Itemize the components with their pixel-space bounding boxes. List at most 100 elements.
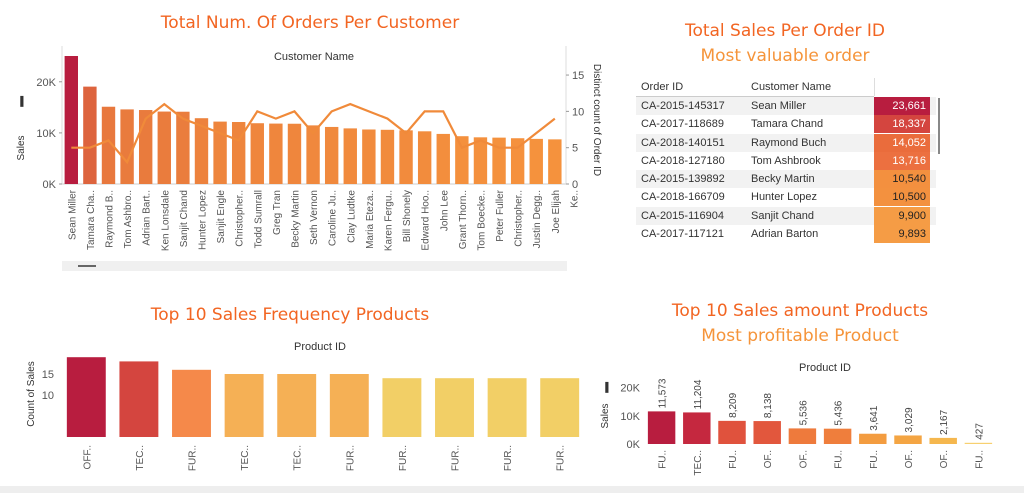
order-sales-cell: 9,900 xyxy=(874,206,930,225)
customer-name-label: Tamara Cha.. xyxy=(86,190,97,250)
amount-data-label: 3,029 xyxy=(904,407,915,432)
order-id-cell: CA-2017-117121 xyxy=(641,228,724,241)
amount-data-label: 8,209 xyxy=(728,392,739,417)
amount-product-label: FU.. xyxy=(869,450,880,469)
freq-product-label: TEC.. xyxy=(293,445,304,471)
amount-chart-subtitle: Most profitable Product xyxy=(701,326,899,346)
amount-bar xyxy=(753,421,781,444)
customer-name-label: Raymond B.. xyxy=(104,190,115,248)
customer-sales-bar xyxy=(250,123,264,184)
freq-tick: 15 xyxy=(42,369,54,381)
customer-name-label: Tom Boecke.. xyxy=(476,190,487,251)
customer-sales-bar xyxy=(287,123,302,184)
amount-product-label: FU.. xyxy=(834,450,845,469)
freq-product-label: FUR.. xyxy=(345,445,356,471)
freq-product-label: FUR.. xyxy=(556,445,567,471)
amount-bar xyxy=(647,411,676,444)
bottom-status-strip xyxy=(0,486,1024,493)
amount-tick: 0K xyxy=(627,439,641,451)
amount-bar xyxy=(964,442,993,444)
amount-bar xyxy=(929,437,957,444)
customer-name-label: Todd Sumrall xyxy=(253,190,264,248)
amount-data-label: 5,436 xyxy=(834,400,845,425)
amount-bar-chart[interactable]: Sales 0K 10K 20K ▐ 11,573 11,204 8,209 8,138 5,… xyxy=(594,374,1014,486)
customers-bar-line-chart[interactable]: Sales Distinct count of Order ID Sean Mi… xyxy=(0,40,608,280)
order-sales-cell: 14,052 xyxy=(874,133,930,152)
customer-name-label: Sean Miller xyxy=(67,189,78,240)
customer-sales-bar xyxy=(194,118,209,184)
customer-name-label: Adrian Bart.. xyxy=(142,190,153,246)
orders-table-row[interactable]: CA-2018-127180 Tom Ashbrook 13,716 xyxy=(636,151,936,171)
freq-bar xyxy=(382,378,422,437)
freq-bar xyxy=(277,374,317,437)
sort-icon: ▐ xyxy=(17,95,24,107)
orders-table-subtitle: Most valuable order xyxy=(700,46,870,66)
orders-table-scrollbar[interactable] xyxy=(938,98,940,154)
order-id-cell: CA-2017-118689 xyxy=(641,118,724,131)
customer-name-cell: Raymond Buch xyxy=(751,136,827,149)
amount-data-label: 2,167 xyxy=(939,409,950,434)
customer-name-cell: Tamara Chand xyxy=(751,118,824,131)
orders-table-row[interactable]: CA-2017-118689 Tamara Chand 18,337 xyxy=(636,115,936,134)
customer-name-label: Edward Hoo.. xyxy=(421,190,432,251)
customer-name-label: Greg Tran xyxy=(272,190,283,235)
customer-sales-bar xyxy=(492,137,506,184)
amount-bar xyxy=(859,433,887,444)
customer-sales-bar xyxy=(529,138,543,184)
customers-right-tick: 10 xyxy=(572,106,584,118)
order-id-cell: CA-2018-140151 xyxy=(641,136,725,149)
customer-name-label: Grant Thorn.. xyxy=(458,190,469,249)
amount-ylabel: Sales xyxy=(600,403,611,428)
customer-name-label: Christopher.. xyxy=(235,190,246,247)
freq-chart-header: Product ID xyxy=(294,341,346,353)
orders-table-row[interactable]: CA-2018-166709 Hunter Lopez 10,500 xyxy=(636,188,936,207)
amount-chart-header: Product ID xyxy=(799,362,851,374)
customer-sales-bar xyxy=(548,139,562,184)
customers-left-tick: 0K xyxy=(43,179,57,191)
customer-sales-bar xyxy=(324,126,339,184)
sort-icon: ▐ xyxy=(602,381,609,393)
customer-sales-bar xyxy=(120,109,134,184)
customer-name-label: Joe Elijah xyxy=(551,190,562,233)
freq-product-label: FUR.. xyxy=(188,445,199,471)
customer-name-label: Sanjit Engle xyxy=(216,190,227,244)
freq-bar xyxy=(119,361,159,437)
customer-sales-bar xyxy=(83,86,97,184)
freq-bar-chart[interactable]: Count of Sales 10 15 OFF.. TEC.. FUR.. TEC..… xyxy=(0,352,590,482)
orders-table-row[interactable]: CA-2015-116904 Sanjit Chand 9,900 xyxy=(636,206,936,226)
customers-right-tick: 15 xyxy=(572,70,584,82)
customer-sales-bar xyxy=(399,130,413,184)
amount-product-label: FU.. xyxy=(974,450,985,469)
amount-product-label: FU.. xyxy=(658,450,669,469)
customers-scrollbar[interactable] xyxy=(62,261,567,271)
order-id-cell: CA-2015-116904 xyxy=(641,209,724,222)
freq-ylabel: Count of Sales xyxy=(26,361,37,427)
freq-product-label: TEC.. xyxy=(135,445,146,471)
customers-ylabel-left: Sales xyxy=(16,135,27,160)
customer-sales-bar xyxy=(417,131,432,184)
freq-chart-title: Top 10 Sales Frequency Products xyxy=(150,305,430,325)
customer-sales-bar xyxy=(510,138,525,184)
customers-left-tick: 20K xyxy=(36,77,56,89)
orders-table-row[interactable]: CA-2015-145317 Sean Miller 23,661 xyxy=(636,97,936,116)
customer-name-label: Bill Shonely xyxy=(402,190,413,242)
order-sales-cell: 23,661 xyxy=(874,97,930,115)
orders-table-row[interactable]: CA-2017-117121 Adrian Barton 9,893 xyxy=(636,225,936,244)
customer-name-cell: Becky Martin xyxy=(751,173,815,186)
freq-bar xyxy=(329,374,369,437)
orders-table-row[interactable]: CA-2015-139892 Becky Martin 10,540 xyxy=(636,170,936,189)
amount-product-label: OF.. xyxy=(904,450,915,468)
customer-sales-bar xyxy=(269,123,283,184)
customer-name-label: Sanjit Chand xyxy=(179,190,190,247)
customer-sales-bar xyxy=(306,125,320,184)
orders-table-row[interactable]: CA-2018-140151 Raymond Buch 14,052 xyxy=(636,133,936,152)
amount-bar xyxy=(894,435,922,444)
customer-sales-bar xyxy=(362,129,376,184)
customer-sales-bar xyxy=(380,129,395,184)
customer-name-cell: Sean Miller xyxy=(751,100,807,112)
amount-data-label: 11,204 xyxy=(693,379,704,409)
customers-scrollbar-thumb[interactable] xyxy=(78,265,96,267)
amount-data-label: 5,536 xyxy=(798,400,809,425)
freq-product-label: FUR.. xyxy=(503,445,514,471)
amount-product-label: OF.. xyxy=(798,450,809,468)
